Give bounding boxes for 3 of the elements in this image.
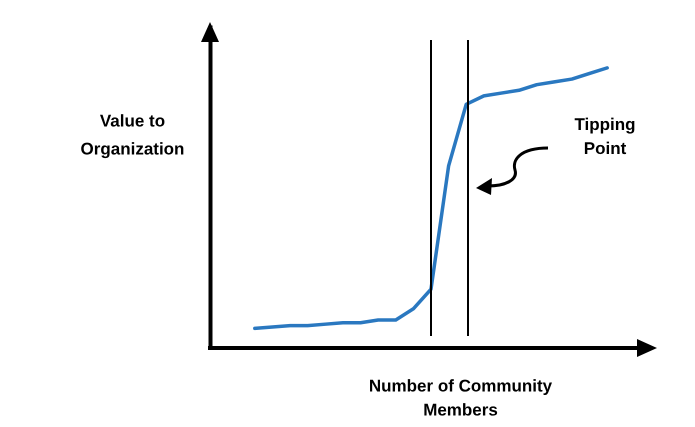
x-axis-title: Number of Community Members	[368, 376, 553, 420]
annotation: Tipping Point	[574, 115, 636, 158]
y-axis-title: Value to Organization	[80, 112, 184, 158]
